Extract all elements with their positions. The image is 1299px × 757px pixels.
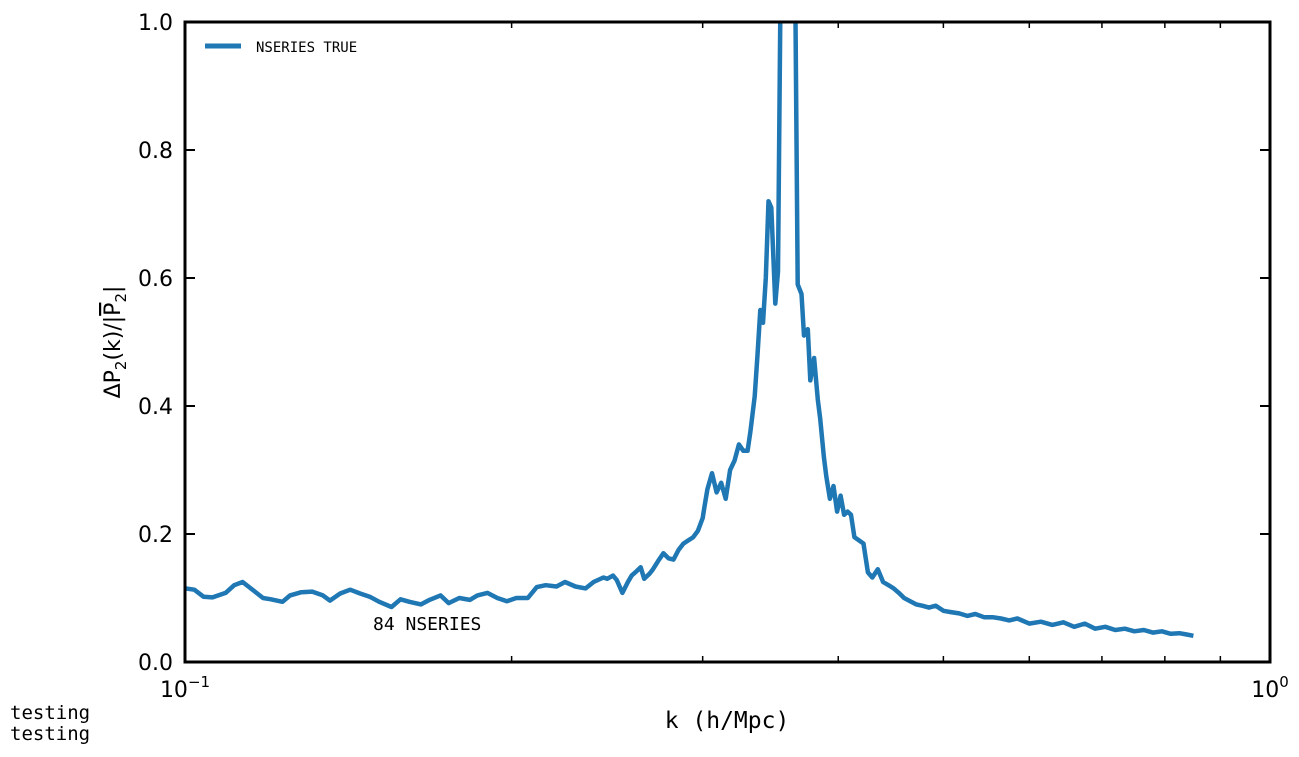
x-tick-label: 10−1	[160, 673, 210, 703]
y-axis-ticks: 0.0 0.2 0.4 0.6 0.8 1.0	[138, 11, 1270, 676]
footer-note-2: testing	[10, 723, 91, 745]
svg-text:ΔP2(k)/|P2|: ΔP2(k)/|P2|	[101, 286, 130, 399]
y-axis-label: ΔP2(k)/|P2|	[101, 286, 130, 399]
legend: NSERIES TRUE	[205, 40, 357, 56]
y-tick-label: 0.4	[138, 395, 173, 420]
y-tick-label: 0.8	[138, 139, 173, 164]
annotation-label: 84 NSERIES	[373, 614, 481, 635]
y-tick-label: 1.0	[138, 11, 173, 36]
y-tick-label: 0.2	[138, 523, 173, 548]
x-tick-label: 100	[1251, 673, 1289, 703]
legend-label: NSERIES TRUE	[256, 40, 357, 56]
series-line-nseries-true	[185, 22, 1194, 639]
x-axis-label: k (h/Mpc)	[665, 708, 790, 734]
y-tick-label: 0.0	[138, 651, 173, 676]
y-tick-label: 0.6	[138, 267, 173, 292]
plot-frame	[183, 20, 1272, 664]
footer-note-1: testing	[10, 702, 91, 724]
